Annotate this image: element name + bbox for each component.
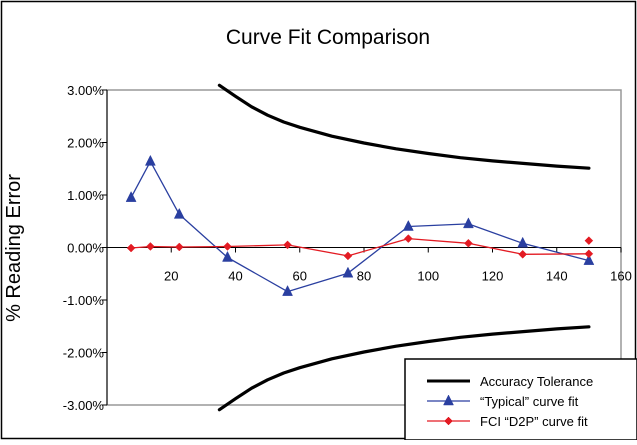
legend-swatch-marker: [444, 416, 453, 426]
x-tick-label: 60: [293, 269, 307, 284]
diamond-point: [403, 234, 413, 243]
series-layer: [125, 83, 595, 412]
triangle-point: [144, 154, 156, 166]
axes: 3.00% 2.00% 1.00% 0.00% -1.00% -2.00% -3.00% 20…: [63, 83, 632, 413]
diamond-point: [343, 251, 353, 261]
triangle-point: [583, 254, 595, 265]
y-axis-label: % Reading Error: [3, 174, 25, 322]
legend: Accuracy Tolerance “Typical” curve fit FCI…: [404, 358, 637, 441]
legend-items: Accuracy Tolerance “Typical” curve fit FCI…: [427, 374, 593, 429]
y-tick-label: 3.00%: [67, 83, 104, 98]
triangle-point: [517, 236, 529, 248]
x-tick-label: 80: [357, 269, 371, 284]
triangle-point: [282, 285, 293, 296]
legend-label: Accuracy Tolerance: [480, 374, 593, 389]
series-2: [125, 154, 595, 296]
diamond-point: [174, 242, 184, 252]
series-line: [130, 160, 590, 293]
y-tick-label: 2.00%: [67, 136, 104, 151]
diamond-point: [518, 249, 528, 259]
series-3: [126, 234, 594, 261]
diamond-point: [584, 249, 594, 259]
y-tick-label: 1.00%: [67, 188, 104, 203]
y-tick-label: -1.00%: [63, 293, 105, 308]
triangle-point: [402, 219, 414, 231]
triangle-point: [222, 250, 233, 262]
y-tick-label: 0.00%: [67, 241, 104, 256]
chart-title: Curve Fit Comparison: [226, 26, 430, 49]
diamond-point: [126, 243, 136, 253]
triangle-point: [463, 217, 474, 229]
legend-label: “Typical” curve fit: [480, 394, 579, 409]
triangle-point: [342, 266, 354, 278]
x-tick-label: 100: [417, 269, 439, 284]
series-1: [217, 325, 591, 412]
diamond-point: [464, 238, 473, 248]
diamond-point: [283, 240, 292, 250]
x-tick-label: 120: [482, 269, 504, 284]
series-0: [217, 83, 591, 170]
x-tick-label: 140: [546, 269, 568, 284]
legend-box: [404, 358, 637, 441]
triangle-point: [173, 207, 185, 219]
diamond-point: [223, 242, 232, 251]
triangle-point: [125, 191, 137, 202]
x-tick-label: 40: [228, 269, 242, 284]
tolerance-curve-line: [217, 83, 591, 170]
x-tick-label: 20: [164, 269, 178, 284]
legend-swatch-marker: [443, 394, 454, 406]
x-tick-label: 160: [610, 269, 632, 284]
y-tick-label: -3.00%: [63, 398, 105, 413]
y-tick-label: -2.00%: [63, 346, 105, 361]
diamond-point: [584, 236, 594, 246]
series-line: [130, 237, 590, 257]
legend-label: FCI “D2P” curve fit: [480, 414, 588, 429]
series-4: [584, 236, 594, 246]
diamond-point: [146, 242, 155, 251]
tolerance-curve-line: [217, 325, 591, 412]
